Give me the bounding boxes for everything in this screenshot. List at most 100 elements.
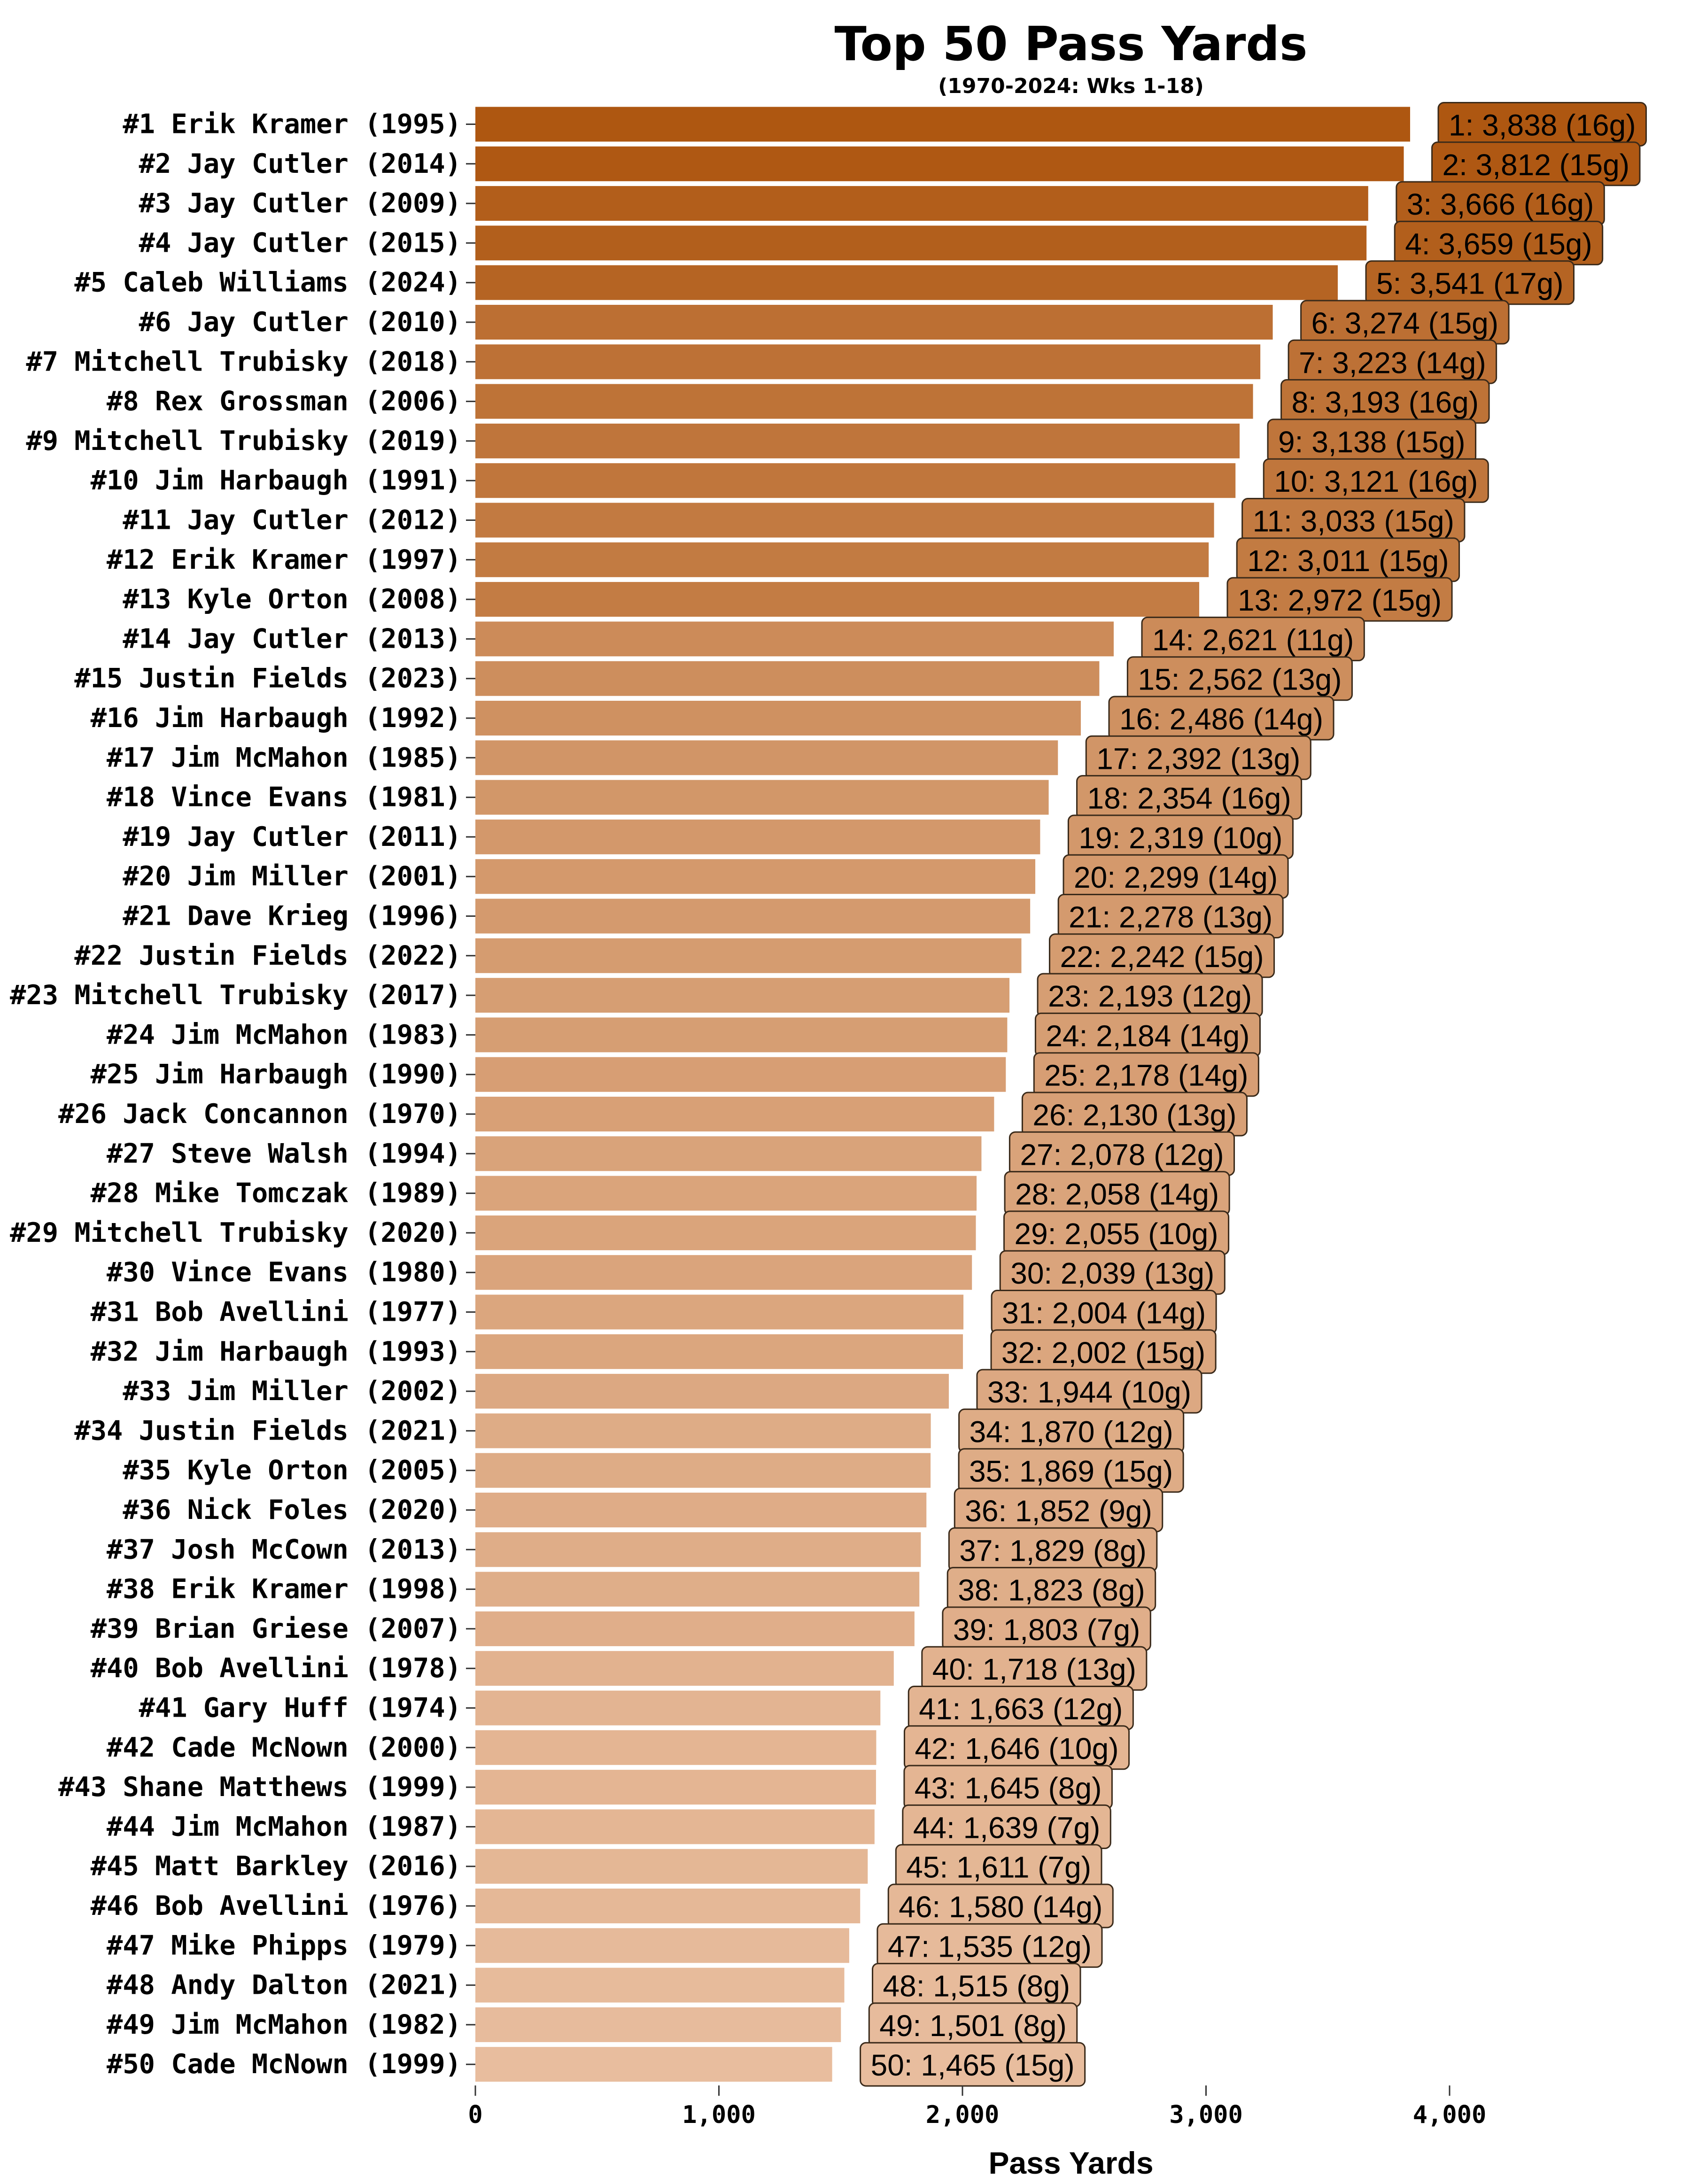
bar — [475, 1651, 894, 1686]
bar — [475, 423, 1240, 458]
data-label: 35: 1,869 (15g) — [958, 1448, 1184, 1493]
y-tick-label: #7 Mitchell Trubisky (2018) — [26, 346, 461, 377]
chart-title: Top 50 Pass Yards — [834, 16, 1307, 71]
data-label: 20: 2,299 (14g) — [1063, 854, 1289, 899]
data-label-text: 47: 1,535 (12g) — [888, 1929, 1092, 1963]
data-label-text: 43: 1,645 (8g) — [915, 1771, 1102, 1805]
data-label-text: 35: 1,869 (15g) — [969, 1455, 1173, 1488]
data-label-text: 34: 1,870 (12g) — [970, 1415, 1173, 1448]
bar — [475, 1770, 876, 1805]
bar — [475, 1215, 976, 1250]
data-label-text: 3: 3,666 (16g) — [1407, 187, 1594, 221]
data-label: 23: 2,193 (12g) — [1037, 973, 1263, 1018]
data-label-text: 13: 2,972 (15g) — [1238, 583, 1442, 617]
bar — [475, 186, 1368, 221]
data-label: 37: 1,829 (8g) — [948, 1527, 1158, 1572]
bar — [475, 146, 1404, 181]
bar — [475, 344, 1261, 379]
data-label-text: 18: 2,354 (16g) — [1087, 782, 1291, 815]
x-tick-label: 1,000 — [682, 2101, 756, 2129]
data-label-text: 28: 2,058 (14g) — [1015, 1177, 1219, 1211]
data-label: 14: 2,621 (11g) — [1141, 616, 1365, 661]
bar — [475, 2047, 832, 2082]
data-label-text: 12: 3,011 (15g) — [1247, 544, 1449, 578]
bar — [475, 1889, 861, 1923]
data-label: 22: 2,242 (15g) — [1048, 933, 1275, 978]
data-label: 38: 1,823 (8g) — [946, 1567, 1156, 1612]
data-label-text: 49: 1,501 (8g) — [879, 2009, 1067, 2043]
y-tick-label: #29 Mitchell Trubisky (2020) — [10, 1217, 461, 1248]
bars — [475, 107, 1411, 2082]
bar — [475, 1572, 920, 1607]
data-label-text: 44: 1,639 (7g) — [913, 1811, 1101, 1844]
data-label: 16: 2,486 (14g) — [1108, 696, 1334, 741]
bar — [475, 701, 1081, 736]
bar — [475, 1928, 849, 1963]
bar — [475, 1730, 877, 1765]
data-label-text: 24: 2,184 (14g) — [1046, 1019, 1249, 1053]
bar — [475, 1374, 949, 1409]
y-tick-label: #21 Dave Krieg (1996) — [123, 901, 461, 932]
y-tick-label: #30 Vince Evans (1980) — [107, 1257, 461, 1288]
bar — [475, 225, 1367, 261]
data-label: 11: 3,033 (15g) — [1241, 498, 1466, 542]
y-tick-label: #8 Rex Grossman (2006) — [107, 386, 461, 417]
y-tick-label: #16 Jim Harbaugh (1992) — [91, 703, 461, 734]
y-tick-label: #44 Jim McMahon (1987) — [107, 1811, 461, 1842]
bar — [475, 898, 1031, 934]
bar — [475, 1176, 977, 1211]
y-tick-label: #2 Jay Cutler (2014) — [139, 148, 461, 179]
bar — [475, 780, 1049, 815]
data-label: 9: 3,138 (15g) — [1267, 418, 1477, 464]
data-label-text: 19: 2,319 (10g) — [1078, 821, 1282, 855]
y-tick-label: #48 Andy Dalton (2021) — [107, 1970, 461, 2001]
data-label: 12: 3,011 (15g) — [1236, 537, 1460, 582]
y-tick-label: #45 Matt Barkley (2016) — [91, 1851, 461, 1882]
y-tick-label: #9 Mitchell Trubisky (2019) — [26, 426, 461, 457]
data-label-text: 46: 1,580 (14g) — [899, 1890, 1102, 1924]
y-tick-label: #28 Mike Tomczak (1989) — [91, 1178, 461, 1209]
data-label-box — [860, 2042, 1086, 2087]
data-label: 43: 1,645 (8g) — [903, 1765, 1113, 1810]
data-label: 30: 2,039 (13g) — [999, 1250, 1226, 1295]
data-label-text: 48: 1,515 (8g) — [883, 1969, 1070, 2003]
y-tick-label: #32 Jim Harbaugh (1993) — [91, 1336, 461, 1367]
y-tick-label: #41 Gary Huff (1974) — [139, 1693, 461, 1724]
bar — [475, 1334, 963, 1369]
x-tick-label: 2,000 — [926, 2101, 1000, 2129]
chart-subtitle: (1970-2024: Wks 1-18) — [938, 74, 1204, 98]
y-tick-label: #24 Jim McMahon (1983) — [107, 1019, 461, 1050]
data-label-text: 29: 2,055 (10g) — [1015, 1217, 1218, 1251]
data-label: 5: 3,541 (17g) — [1365, 260, 1575, 305]
data-label-text: 17: 2,392 (13g) — [1096, 742, 1300, 775]
y-tick-label: #38 Erik Kramer (1998) — [107, 1574, 461, 1605]
data-label-text: 25: 2,178 (14g) — [1044, 1059, 1248, 1092]
data-label: 34: 1,870 (12g) — [958, 1408, 1185, 1453]
y-tick-label: #23 Mitchell Trubisky (2017) — [10, 980, 461, 1011]
x-tick-label: 4,000 — [1413, 2101, 1487, 2129]
bar — [475, 503, 1214, 538]
bar — [475, 1967, 845, 2003]
data-label-text: 30: 2,039 (13g) — [1010, 1256, 1214, 1290]
y-tick-label: #35 Kyle Orton (2005) — [123, 1455, 461, 1486]
data-label-text: 21: 2,278 (13g) — [1069, 900, 1272, 934]
y-tick-label: #12 Erik Kramer (1997) — [107, 544, 461, 575]
bar — [475, 1136, 982, 1171]
data-label: 18: 2,354 (16g) — [1076, 775, 1303, 820]
data-label-text: 15: 2,562 (13g) — [1138, 663, 1342, 697]
y-tick-label: #26 Jack Concannon (1970) — [58, 1099, 461, 1130]
y-tick-label: #3 Jay Cutler (2009) — [139, 188, 461, 219]
data-label: 10: 3,121 (16g) — [1263, 458, 1489, 503]
y-tick-label: #37 Josh McCown (2013) — [107, 1534, 461, 1565]
data-label: 7: 3,223 (14g) — [1288, 339, 1497, 384]
data-label-text: 1: 3,838 (16g) — [1449, 108, 1636, 142]
data-label: 36: 1,852 (9g) — [954, 1487, 1164, 1533]
y-tick-label: #19 Jay Cutler (2011) — [123, 821, 461, 852]
data-label: 41: 1,663 (12g) — [908, 1686, 1134, 1730]
data-label: 39: 1,803 (7g) — [942, 1606, 1151, 1651]
bar — [475, 1057, 1006, 1092]
data-label-text: 20: 2,299 (14g) — [1074, 860, 1278, 894]
data-label: 46: 1,580 (14g) — [887, 1883, 1114, 1928]
data-label: 31: 2,004 (14g) — [991, 1290, 1217, 1334]
y-tick-label: #13 Kyle Orton (2008) — [123, 584, 461, 615]
